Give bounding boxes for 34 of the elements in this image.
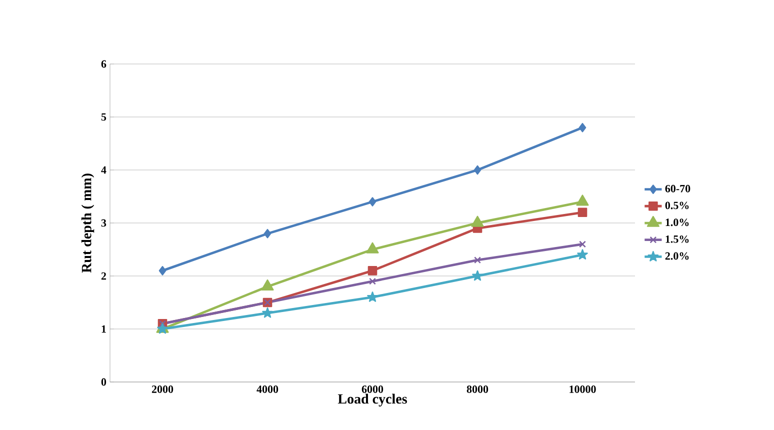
- point: [367, 292, 378, 302]
- y-tick-label: 3: [101, 219, 106, 227]
- point: [474, 165, 482, 175]
- y-tick-label: 5: [101, 113, 106, 121]
- y-tick-label: 0: [101, 378, 106, 386]
- point: [577, 249, 588, 260]
- x-tick-label: 8000: [466, 386, 488, 393]
- point: [262, 307, 273, 318]
- y-tick-label: 1: [102, 325, 106, 333]
- point: [368, 266, 378, 276]
- x-tick-label: 10000: [570, 386, 596, 393]
- legend-label: 60-70: [665, 184, 690, 192]
- y-tick-label: 4: [101, 166, 106, 174]
- point: [472, 270, 483, 281]
- x-tick-label: 2000: [152, 386, 174, 393]
- point: [578, 122, 586, 132]
- legend-label: 1.0%: [666, 218, 689, 226]
- x-axis-title: Load cycles: [338, 394, 407, 407]
- legend-label: 1.5%: [666, 235, 689, 243]
- point: [579, 240, 586, 248]
- x-tick-label: 6000: [362, 386, 384, 393]
- y-tick-label: 6: [101, 60, 106, 68]
- y-axis-title: Rut depth ( mm): [81, 174, 94, 273]
- point: [158, 266, 166, 276]
- point: [369, 278, 376, 285]
- point: [264, 228, 272, 238]
- point: [578, 208, 588, 218]
- x-tick-label: 4000: [256, 386, 278, 393]
- point: [576, 194, 589, 206]
- point: [368, 197, 376, 206]
- point: [474, 256, 481, 264]
- legend-label: 2.0%: [665, 252, 689, 260]
- legend-label: 0.5%: [665, 202, 689, 210]
- y-tick-label: 2: [101, 272, 106, 280]
